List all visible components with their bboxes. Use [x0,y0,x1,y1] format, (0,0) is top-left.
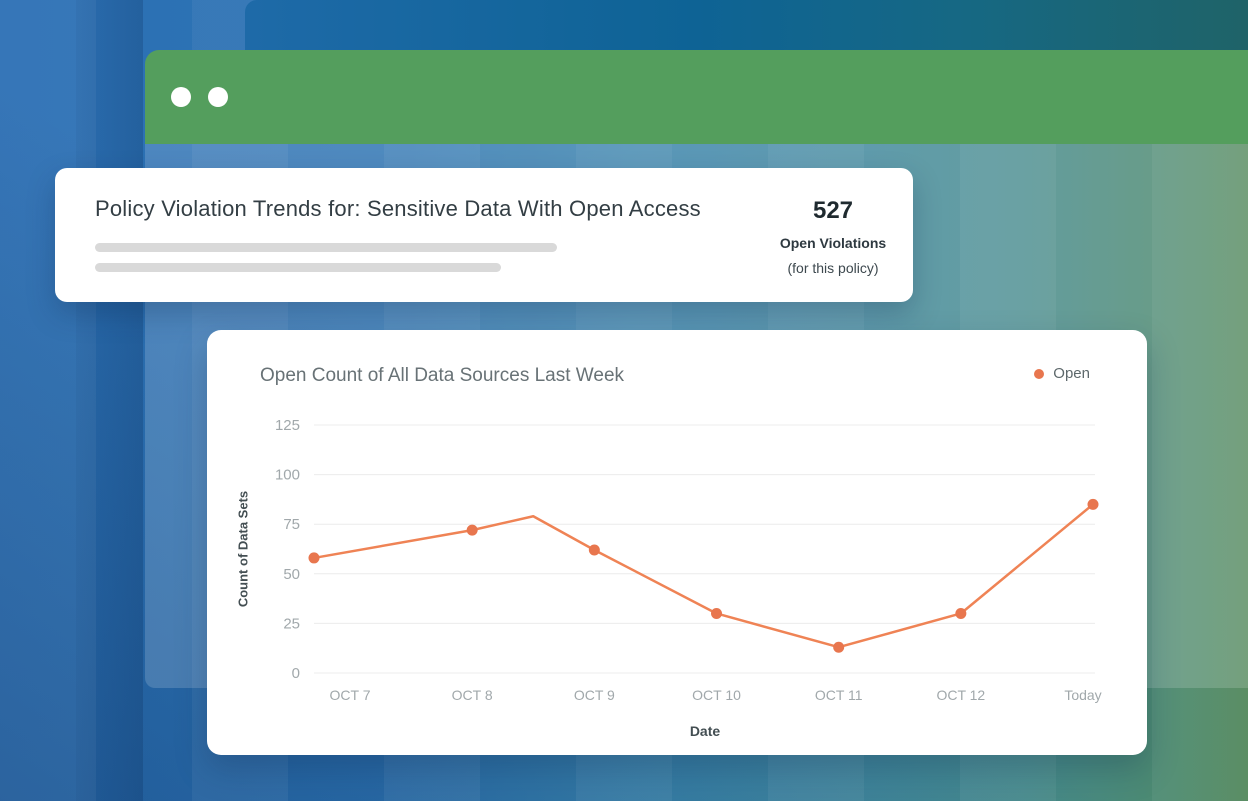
y-tick-label: 50 [283,566,300,583]
x-tick-label: OCT 11 [815,687,863,703]
data-point-oct-9[interactable] [588,544,600,556]
placeholder-bar [95,263,501,272]
summary-title: Policy Violation Trends for: Sensitive D… [95,196,701,221]
line-series-open [312,503,1095,649]
background-top-strip [245,0,1248,50]
data-point-today[interactable] [1087,498,1099,510]
y-tick-label: 100 [275,467,300,484]
y-tick-label: 0 [292,665,300,682]
y-tick-label: 125 [275,417,300,434]
y-axis-label: Count of Data Sets [235,490,251,608]
data-point-oct-12[interactable] [955,607,967,619]
summary-card-left: Policy Violation Trends for: Sensitive D… [95,196,701,302]
x-tick-label: OCT 9 [574,687,615,703]
violations-count-sublabel: (for this policy) [787,260,879,276]
chart-title: Open Count of All Data Sources Last Week [260,365,625,386]
violations-count: 527 [812,197,854,224]
x-tick-label: OCT 8 [452,687,493,703]
x-tick-label: OCT 12 [936,687,985,703]
x-axis-label: Date [689,723,721,739]
data-point-oct-8[interactable] [466,524,478,536]
background-left-band [76,0,143,801]
window-header [145,50,1248,144]
window-control-dot-icon[interactable] [208,87,228,107]
chart-legend[interactable]: Open [1034,365,1090,382]
data-point-oct-7[interactable] [308,552,320,564]
line-chart-plot: 0 25 50 75 100 125 OCT 7 OCT 8 OCT 9 OCT 10 OCT 11… [275,417,1102,703]
placeholder-bar [95,243,557,252]
legend-dot-icon [1034,368,1045,379]
data-point-oct-10[interactable] [711,607,723,619]
x-tick-label: OCT 7 [330,687,371,703]
data-point-oct-11[interactable] [833,641,845,653]
violations-stat: 527 Open Violations (for this policy) [771,196,897,302]
y-tick-label: 25 [283,615,300,632]
legend-label: Open [1053,365,1090,382]
window-control-dot-icon[interactable] [171,87,191,107]
summary-card: Policy Violation Trends for: Sensitive D… [55,168,913,302]
violations-count-label: Open Violations [779,235,887,251]
x-tick-label: OCT 10 [692,687,741,703]
chart-card: Open Count of All Data Sources Last Week… [207,330,1147,755]
y-tick-label: 75 [283,516,300,533]
x-tick-label: Today [1064,687,1101,703]
